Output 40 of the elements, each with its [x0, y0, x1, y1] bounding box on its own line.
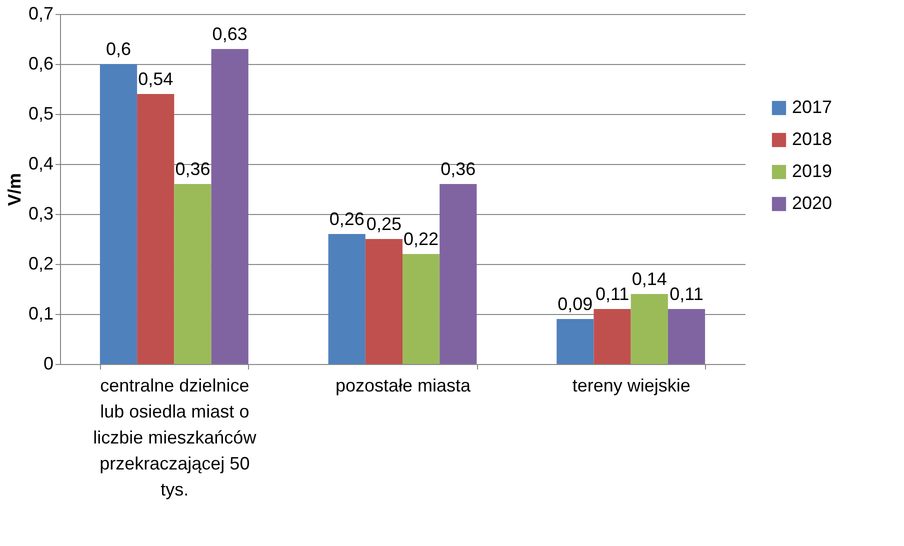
- data-label: 0,26: [329, 209, 364, 229]
- data-label: 0,6: [106, 39, 132, 59]
- data-label: 0,14: [632, 269, 667, 289]
- data-label: 0,36: [440, 159, 476, 179]
- bar: [440, 184, 477, 364]
- data-label: 0,54: [138, 69, 174, 89]
- data-label: 0,36: [175, 159, 210, 179]
- legend-label: 2019: [792, 161, 832, 181]
- x-tick-label: centralne dzielnice lub osiedla miast o liczbie mieszkańców przekraczającej 50 tys.: [93, 376, 258, 500]
- data-label: 0,25: [366, 214, 402, 234]
- y-tick-label: 0,6: [28, 54, 54, 74]
- bar: [174, 184, 212, 364]
- bar: [630, 294, 668, 364]
- bar: [556, 319, 594, 364]
- y-tick-label: 0,3: [28, 204, 54, 224]
- bar: [100, 64, 138, 364]
- bar: [668, 309, 706, 364]
- legend-label: 2018: [792, 129, 832, 149]
- data-label: 0,11: [595, 284, 630, 304]
- bar: [365, 239, 402, 364]
- data-label: 0,11: [670, 284, 704, 304]
- y-tick-label: 0,4: [28, 154, 54, 174]
- data-label: 0,22: [404, 229, 439, 249]
- y-tick-label: 0,5: [28, 104, 54, 124]
- y-tick-label: 0: [43, 354, 54, 374]
- x-tick-label: pozostałe miasta: [335, 376, 472, 396]
- data-label: 0,63: [212, 24, 248, 44]
- bar: [594, 309, 631, 364]
- y-tick-label: 0,7: [28, 4, 54, 24]
- bar: [328, 234, 366, 364]
- legend-label: 2020: [792, 193, 832, 213]
- bar: [402, 254, 440, 364]
- bar: [211, 49, 248, 364]
- y-tick-label: 0,2: [28, 254, 54, 274]
- x-tick-label: tereny wiejskie: [572, 376, 690, 396]
- y-tick-label: 0,1: [28, 304, 54, 324]
- data-label: 0,09: [558, 294, 593, 314]
- y-axis-title: V/m: [4, 172, 24, 206]
- bar: [137, 94, 174, 364]
- legend-label: 2017: [792, 97, 832, 117]
